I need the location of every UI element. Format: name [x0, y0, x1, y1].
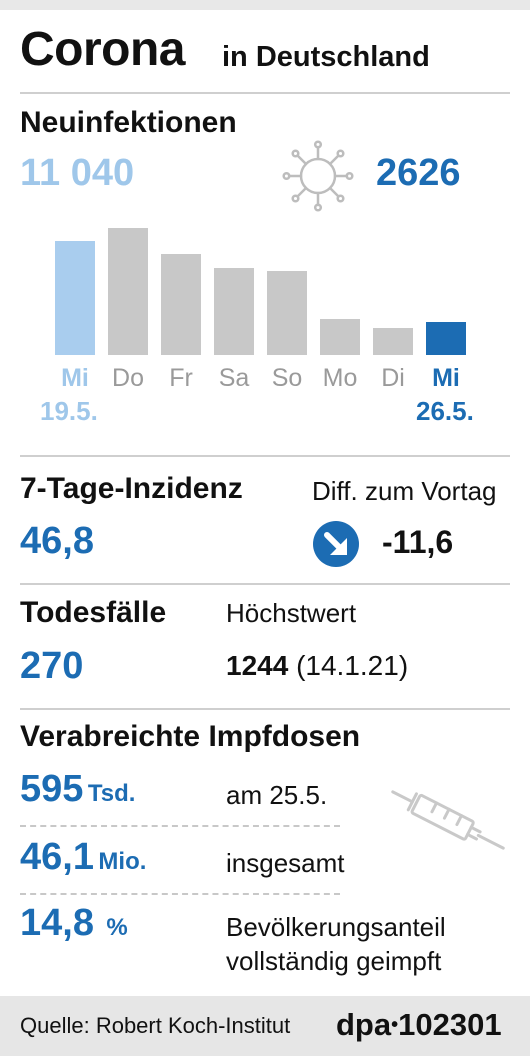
- dpa-brand: dpa: [336, 1007, 392, 1042]
- bar-0: [55, 241, 95, 355]
- dpa-logo: dpa•102301: [336, 1007, 502, 1043]
- divider: [20, 708, 510, 710]
- arrow-down-right-icon: [313, 521, 359, 567]
- todesfaelle-value: 270: [20, 645, 84, 687]
- last-date: 26.5.: [416, 396, 474, 426]
- dashed-divider: [20, 825, 340, 827]
- bar-3: [214, 268, 254, 355]
- diff-value: -11,6: [382, 524, 454, 560]
- inzidenz-heading: 7-Tage-Inzidenz: [20, 472, 243, 505]
- syringe-icon: [391, 790, 505, 850]
- first-date: 19.5.: [40, 396, 98, 426]
- bar-4: [267, 271, 307, 355]
- day-label-7: Mi: [432, 364, 460, 392]
- source-text: Quelle: Robert Koch-Institut: [20, 1013, 291, 1038]
- bullet: •: [391, 1014, 399, 1036]
- bar-5: [320, 319, 360, 355]
- last-value: 2626: [376, 152, 461, 194]
- inzidenz-value: 46,8: [20, 520, 94, 562]
- bar-2: [161, 254, 201, 355]
- divider: [20, 92, 510, 94]
- hoechstwert-value: 1244: [226, 650, 289, 681]
- virus-icon: [282, 140, 354, 212]
- bar-1: [108, 228, 148, 355]
- impf-share-label: Bevölkerungsanteil: [226, 912, 446, 942]
- impf-daily-label: am 25.5.: [226, 780, 328, 810]
- footer: [0, 996, 530, 1056]
- day-label-5: Mo: [322, 364, 358, 392]
- page-title: Corona: [20, 23, 186, 76]
- hoechstwert-label: Höchstwert: [226, 598, 357, 628]
- top-bar: [0, 0, 530, 10]
- day-label-6: Di: [381, 364, 405, 392]
- impf-share-unit: %: [106, 914, 128, 941]
- impf-daily-value: 595: [20, 768, 84, 810]
- impf-total-label: insgesamt: [226, 848, 345, 878]
- impf-daily-unit: Tsd.: [87, 780, 136, 807]
- day-label-1: Do: [112, 364, 144, 392]
- neuinfektionen-heading: Neuinfektionen: [20, 106, 237, 139]
- day-label-2: Fr: [169, 364, 193, 392]
- impf-share-value: 14,8: [20, 902, 94, 944]
- impfdosen-heading: Verabreichte Impfdosen: [20, 720, 361, 753]
- page-subtitle: in Deutschland: [222, 41, 430, 73]
- impf-row-daily: 595 Tsd.: [20, 768, 135, 811]
- impf-row-total: 46,1 Mio.: [20, 836, 146, 879]
- impf-share-label-2: vollständig geimpft: [226, 946, 442, 976]
- first-value: 11 040: [20, 152, 135, 194]
- day-label-0: Mi: [61, 364, 89, 392]
- impf-total-unit: Mio.: [98, 848, 147, 875]
- bar-7: [426, 322, 466, 355]
- day-label-3: Sa: [218, 364, 250, 392]
- bar-6: [373, 328, 413, 355]
- diff-label: Diff. zum Vortag: [312, 476, 497, 506]
- dashed-divider: [20, 893, 340, 895]
- impf-total-value: 46,1: [20, 836, 94, 878]
- graphic-id: 102301: [398, 1007, 502, 1042]
- divider: [20, 455, 510, 457]
- hoechstwert: 1244 (14.1.21): [226, 650, 408, 682]
- day-label-4: So: [271, 364, 303, 392]
- divider: [20, 583, 510, 585]
- todesfaelle-heading: Todesfälle: [20, 596, 167, 629]
- impf-row-share: 14,8 %: [20, 902, 128, 945]
- hoechstwert-date: (14.1.21): [296, 650, 409, 681]
